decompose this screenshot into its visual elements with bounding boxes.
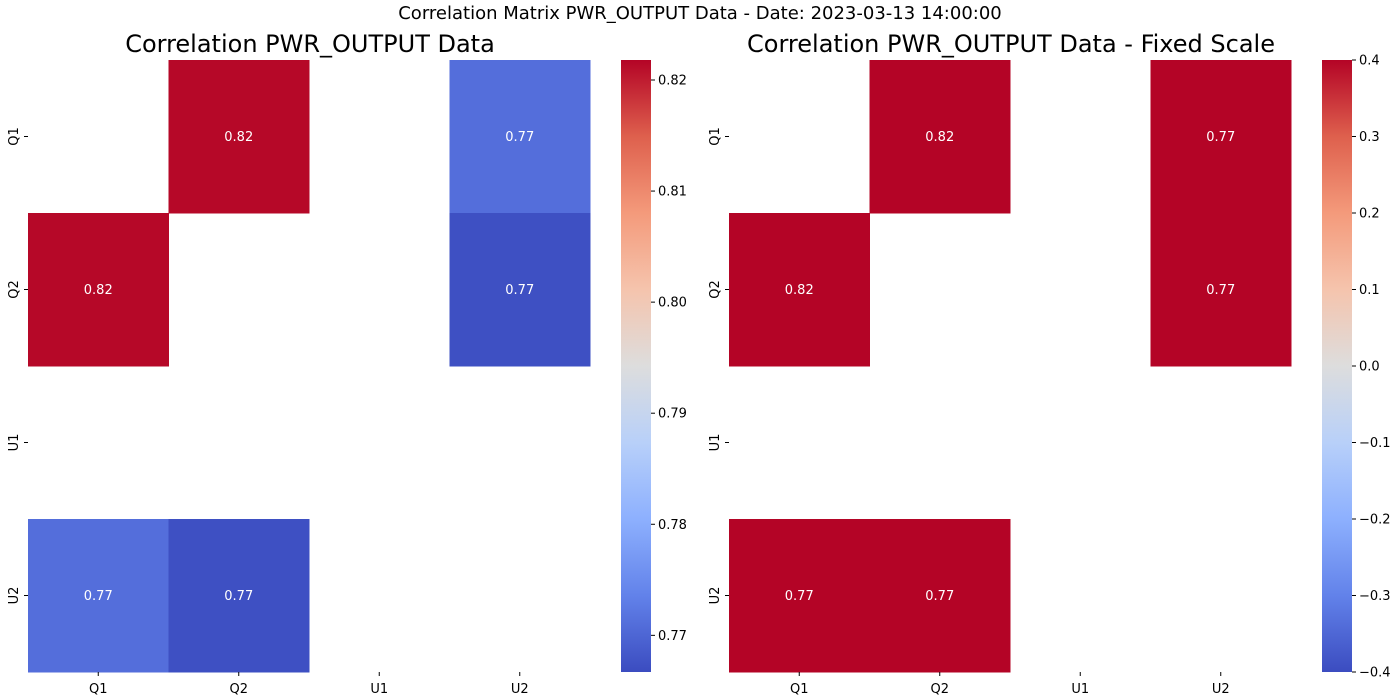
colorbar-tick-label: 0.77 xyxy=(658,629,687,644)
heatmap-title: Correlation PWR_OUTPUT Data xyxy=(125,30,495,58)
heatmap-cell xyxy=(1150,213,1292,367)
heatmap-cell xyxy=(729,213,870,367)
colorbar-tick-label: 0.1 xyxy=(1359,283,1380,298)
cell-annotation: 0.77 xyxy=(1206,283,1235,298)
cell-annotation: 0.77 xyxy=(224,589,253,604)
heatmap-cell xyxy=(869,60,1011,214)
cell-annotation: 0.77 xyxy=(505,130,534,145)
colorbar xyxy=(621,60,651,672)
x-tick-label: U1 xyxy=(1071,682,1089,697)
heatmap-cell xyxy=(168,519,310,673)
y-tick-label: U1 xyxy=(7,434,22,452)
colorbar xyxy=(1322,60,1352,672)
heatmap-cell xyxy=(168,60,310,214)
figure-suptitle: Correlation Matrix PWR_OUTPUT Data - Dat… xyxy=(398,3,1002,24)
cell-annotation: 0.82 xyxy=(785,283,814,298)
x-tick-label: Q1 xyxy=(790,682,809,697)
cell-annotation: 0.82 xyxy=(925,130,954,145)
cell-annotation: 0.77 xyxy=(925,589,954,604)
heatmap-panel-fixed-scale: Correlation PWR_OUTPUT Data - Fixed Scal… xyxy=(708,30,1391,697)
heatmap-cell xyxy=(1150,60,1292,214)
colorbar-tick-label: 0.3 xyxy=(1359,130,1380,145)
heatmap-cell xyxy=(869,519,1011,673)
heatmap-cell xyxy=(28,519,169,673)
colorbar-tick-label: −0.3 xyxy=(1359,589,1391,604)
heatmap-cell xyxy=(28,213,169,367)
colorbar-tick-label: 0.78 xyxy=(658,518,687,533)
heatmap-cell xyxy=(729,519,870,673)
x-tick-label: Q2 xyxy=(930,682,949,697)
colorbar-tick-label: −0.1 xyxy=(1359,436,1391,451)
colorbar-tick-label: −0.2 xyxy=(1359,513,1391,528)
x-tick-label: Q2 xyxy=(229,682,248,697)
colorbar-tick-label: 0.2 xyxy=(1359,207,1380,222)
y-tick-label: Q1 xyxy=(7,127,22,146)
cell-annotation: 0.82 xyxy=(84,283,113,298)
colorbar-tick-label: 0.4 xyxy=(1359,54,1380,69)
heatmap-cell xyxy=(449,213,591,367)
colorbar-tick-label: 0.0 xyxy=(1359,360,1380,375)
colorbar-tick-label: 0.81 xyxy=(658,185,687,200)
heatmap-title: Correlation PWR_OUTPUT Data - Fixed Scal… xyxy=(747,30,1275,58)
cell-annotation: 0.77 xyxy=(785,589,814,604)
x-tick-label: U2 xyxy=(1212,682,1230,697)
y-tick-label: Q2 xyxy=(7,280,22,299)
x-tick-label: Q1 xyxy=(89,682,108,697)
colorbar-tick-label: 0.79 xyxy=(658,407,687,422)
y-tick-label: Q1 xyxy=(708,127,723,146)
colorbar-tick-label: 0.82 xyxy=(658,73,687,88)
colorbar-tick-label: 0.80 xyxy=(658,296,687,311)
y-tick-label: U2 xyxy=(708,587,723,605)
colorbar-tick-label: −0.4 xyxy=(1359,666,1391,681)
heatmap-panel-auto-scale: Correlation PWR_OUTPUT Data 0.82 0.77 0.82 0… xyxy=(7,30,687,697)
y-tick-label: U2 xyxy=(7,587,22,605)
y-tick-label: Q2 xyxy=(708,280,723,299)
y-tick-label: U1 xyxy=(708,434,723,452)
cell-annotation: 0.77 xyxy=(84,589,113,604)
cell-annotation: 0.77 xyxy=(505,283,534,298)
heatmap-cell xyxy=(449,60,591,214)
cell-annotation: 0.82 xyxy=(224,130,253,145)
x-tick-label: U1 xyxy=(370,682,388,697)
cell-annotation: 0.77 xyxy=(1206,130,1235,145)
x-tick-label: U2 xyxy=(511,682,529,697)
